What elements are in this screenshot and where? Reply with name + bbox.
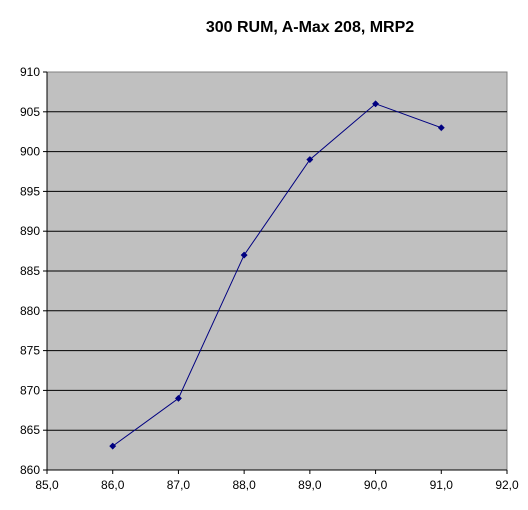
gridlines <box>47 111 507 431</box>
y-tick-label: 860 <box>20 463 40 477</box>
y-tick-label: 890 <box>20 224 40 238</box>
series-line <box>112 103 442 447</box>
y-tick-label: 880 <box>20 304 40 318</box>
x-tick-label: 89,0 <box>298 478 322 492</box>
x-tick-label: 90,0 <box>364 478 388 492</box>
x-tick-label: 92,0 <box>495 478 519 492</box>
y-tick-label: 905 <box>20 105 40 119</box>
y-tick-label: 910 <box>20 65 40 79</box>
data-point <box>437 124 445 132</box>
data-point <box>306 156 314 164</box>
axes <box>43 71 508 474</box>
data-point <box>174 394 182 402</box>
x-tick-label: 87,0 <box>167 478 191 492</box>
x-tick-label: 85,0 <box>35 478 59 492</box>
y-tick-label: 870 <box>20 383 40 397</box>
x-tick-label: 88,0 <box>232 478 256 492</box>
y-tick-label: 865 <box>20 423 40 437</box>
data-point <box>372 100 380 108</box>
y-tick-label: 885 <box>20 264 40 278</box>
chart-title: 300 RUM, A-Max 208, MRP2 <box>206 19 414 36</box>
y-tick-label: 895 <box>20 184 40 198</box>
x-tick-label: 86,0 <box>101 478 125 492</box>
y-tick-label: 900 <box>20 145 40 159</box>
series <box>109 100 445 450</box>
y-tick-label: 875 <box>20 344 40 358</box>
data-point <box>109 442 117 450</box>
x-tick-label: 91,0 <box>430 478 454 492</box>
data-point <box>240 251 248 259</box>
y-axis-tick-labels: 860 865 870 875 880 885 890 895 900 905 910 <box>20 65 40 477</box>
x-axis-tick-labels: 85,0 86,0 87,0 88,0 89,0 90,0 91,0 92,0 <box>35 478 519 492</box>
